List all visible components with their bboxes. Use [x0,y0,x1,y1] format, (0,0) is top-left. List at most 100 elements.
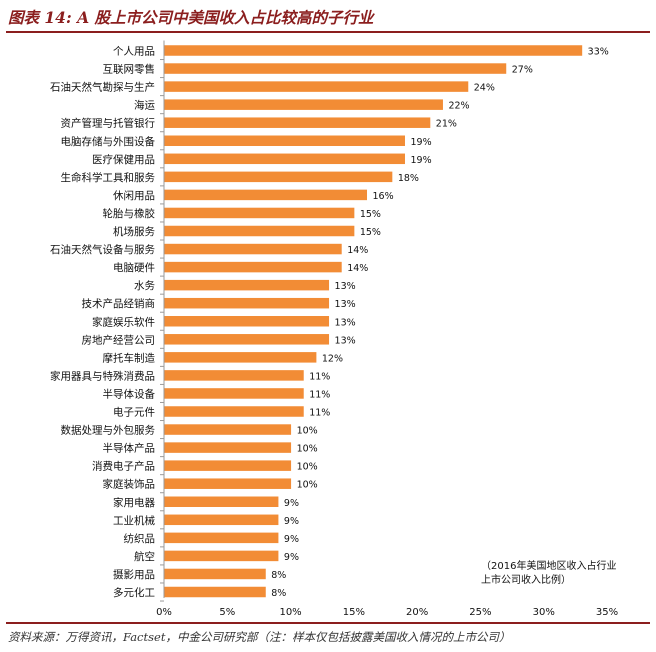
category-label: 半导体设备 [103,387,156,400]
category-label: 生命科学工具和服务 [61,171,156,184]
chart-annotation: 上市公司收入比例） [481,573,571,586]
category-label: 轮胎与橡胶 [103,207,156,220]
data-label: 33% [588,47,609,58]
category-label: 摩托车制造 [103,351,156,364]
category-label: 家庭娱乐软件 [92,315,155,328]
data-label: 11% [309,408,330,419]
bar [164,153,405,165]
data-label: 24% [474,83,495,94]
bar [164,261,342,273]
category-label: 家庭装饰品 [103,478,156,491]
category-label: 电脑硬件 [113,261,155,274]
data-label: 11% [309,389,330,400]
source-rule [6,622,650,624]
data-label: 13% [335,299,356,310]
x-tick-label: 0% [156,607,172,618]
data-label: 21% [436,119,457,130]
bar [164,81,469,92]
data-label: 15% [360,209,381,220]
category-label: 石油天然气勘探与生产 [50,81,155,94]
category-label: 医疗保健用品 [92,153,155,166]
bar [164,207,355,219]
bar [164,334,330,345]
chart-annotation: （2016年美国地区收入占行业 [481,559,616,572]
category-label: 互联网零售 [103,63,156,76]
category-label: 海运 [134,99,155,112]
bar [164,117,431,128]
bar [164,550,279,562]
data-label: 14% [347,263,368,274]
category-label: 技术产品经销商 [82,297,156,310]
category-label: 个人用品 [113,46,155,58]
bar [164,352,317,363]
bar [164,225,355,237]
category-label: 电脑存储与外围设备 [61,135,156,148]
source-note: 资料来源：万得资讯，Factset，中金公司研究部（注：样本仅包括披露美国收入情… [8,630,511,644]
category-label: 机场服务 [113,225,155,238]
bar [164,297,330,309]
data-label: 27% [512,65,533,76]
bar [164,442,292,453]
data-label: 8% [271,588,286,599]
category-label: 休闲用品 [113,189,155,202]
data-label: 22% [448,101,469,112]
category-label: 家用器具与特殊消费品 [50,369,155,382]
bar [164,63,507,74]
x-tick-label: 35% [596,607,618,618]
data-label: 10% [297,480,318,491]
x-tick-label: 20% [406,607,428,618]
data-label: 9% [284,534,299,545]
bar [164,171,393,183]
bar [164,243,342,255]
x-tick-label: 30% [533,607,555,618]
bar [164,460,292,471]
category-label: 资产管理与托管银行 [61,117,156,130]
x-tick-label: 25% [469,607,491,618]
category-label: 航空 [134,550,155,563]
bar [164,99,443,110]
data-label: 19% [410,137,431,148]
title-rule [6,31,650,33]
data-label: 15% [360,227,381,238]
data-label: 14% [347,245,368,256]
data-label: 11% [309,371,330,382]
category-label: 电子元件 [113,406,155,419]
data-label: 10% [297,462,318,473]
category-label: 多元化工 [113,586,155,599]
figure-header: 图表 14: A 股上市公司中美国收入占比较高的子行业 [6,6,650,33]
bar [164,514,279,526]
category-label: 摄影用品 [113,568,155,581]
figure-title: 图表 14: A 股上市公司中美国收入占比较高的子行业 [8,8,374,27]
bar [164,388,304,399]
bar [164,424,292,435]
bar [164,406,304,417]
category-label: 数据处理与外包服务 [61,424,156,437]
bar [164,189,368,201]
bar [164,568,266,580]
category-label: 石油天然气设备与服务 [50,243,155,256]
category-label: 水务 [134,279,155,292]
bar [164,135,405,146]
bar [164,370,304,381]
bar [164,532,279,544]
bar [164,45,583,56]
bar [164,496,279,507]
category-label: 工业机械 [113,514,155,527]
data-label: 10% [297,444,318,455]
data-label: 16% [373,191,394,202]
x-tick-label: 5% [219,607,235,618]
data-label: 19% [410,155,431,166]
data-label: 9% [284,552,299,563]
data-label: 9% [284,498,299,509]
x-tick-label: 15% [343,607,365,618]
category-label: 家用电器 [113,496,155,509]
data-label: 13% [335,281,356,292]
data-label: 8% [271,570,286,581]
category-label: 房地产经营公司 [82,333,156,346]
data-label: 9% [284,516,299,527]
bar [164,586,266,598]
category-label: 半导体产品 [103,442,156,455]
bar [164,478,292,489]
data-label: 12% [322,353,343,364]
